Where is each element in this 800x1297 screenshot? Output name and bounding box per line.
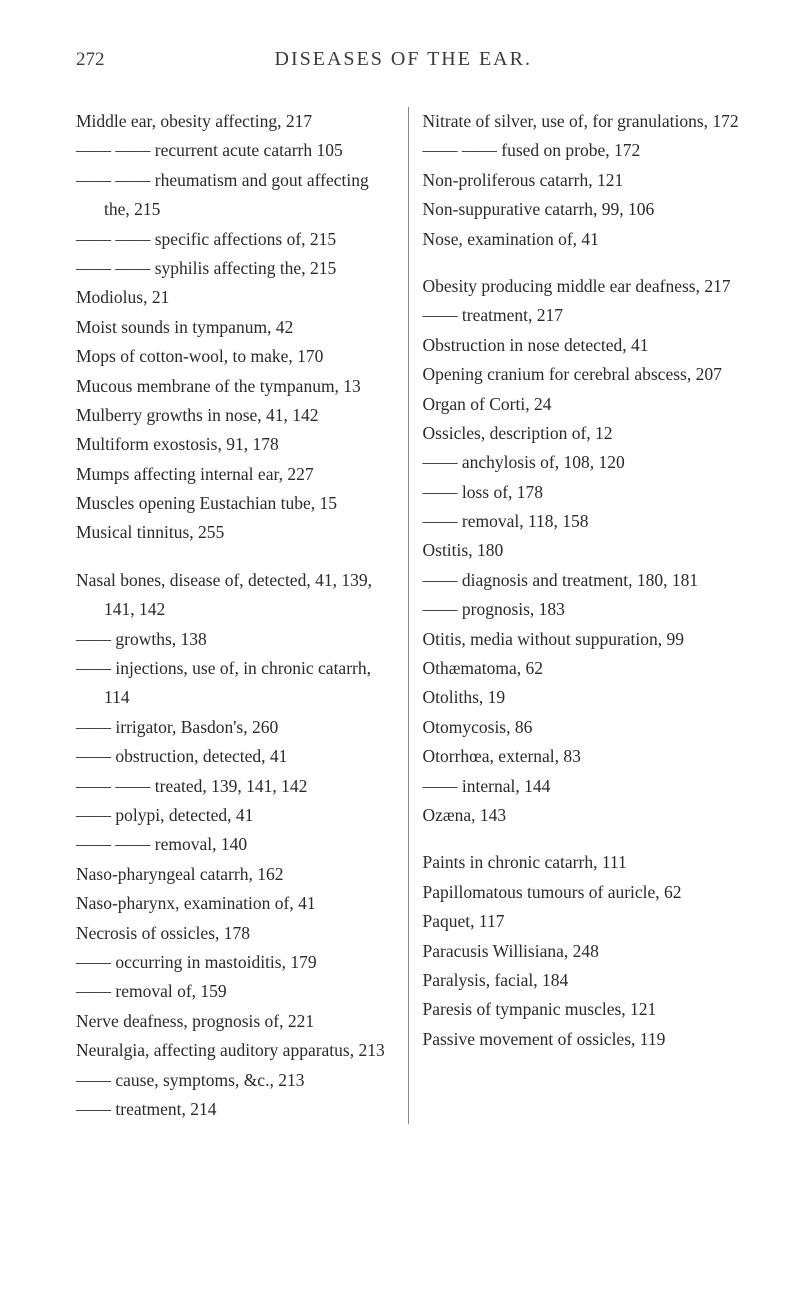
left-column: Middle ear, obesity affecting, 217—— —— … [76, 107, 409, 1124]
index-entry: Non-suppurative catarrh, 99, 106 [423, 195, 743, 224]
index-entry: Otorrhœa, external, 83 [423, 742, 743, 771]
index-entry: Mucous membrane of the tympanum, 13 [76, 372, 396, 401]
index-entry: —— irrigator, Basdon's, 260 [76, 713, 396, 742]
index-entry: —— internal, 144 [423, 772, 743, 801]
index-entry: Modiolus, 21 [76, 283, 396, 312]
index-entry: —— obstruction, detected, 41 [76, 742, 396, 771]
index-entry: Organ of Corti, 24 [423, 390, 743, 419]
section-spacer [423, 254, 743, 272]
section-spacer [76, 548, 396, 566]
index-entry: Naso-pharyngeal catarrh, 162 [76, 860, 396, 889]
index-entry: Otoliths, 19 [423, 683, 743, 712]
index-entry: —— occurring in mastoiditis, 179 [76, 948, 396, 977]
index-entry: —— treatment, 217 [423, 301, 743, 330]
index-entry: Obstruction in nose detected, 41 [423, 331, 743, 360]
index-entry: Nitrate of silver, use of, for granulati… [423, 107, 743, 136]
index-entry: —— —— recurrent acute catarrh 105 [76, 136, 396, 165]
index-entry: —— injections, use of, in chronic catarr… [76, 654, 396, 713]
index-entry: Muscles opening Eustachian tube, 15 [76, 489, 396, 518]
index-entry: Paints in chronic catarrh, 111 [423, 848, 743, 877]
index-columns: Middle ear, obesity affecting, 217—— —— … [76, 107, 742, 1124]
index-entry: Obesity producing middle ear deafness, 2… [423, 272, 743, 301]
index-entry: —— cause, symptoms, &c., 213 [76, 1066, 396, 1095]
page-title: DISEASES OF THE EAR. [65, 48, 743, 71]
index-entry: —— removal, 118, 158 [423, 507, 743, 536]
index-entry: —— —— syphilis affecting the, 215 [76, 254, 396, 283]
index-entry: Papillomatous tumours of auricle, 62 [423, 878, 743, 907]
index-entry: Non-proliferous catarrh, 121 [423, 166, 743, 195]
index-entry: —— —— removal, 140 [76, 830, 396, 859]
index-entry: Ossicles, description of, 12 [423, 419, 743, 448]
index-entry: Opening cranium for cerebral abscess, 20… [423, 360, 743, 389]
index-entry: —— —— fused on probe, 172 [423, 136, 743, 165]
index-entry: Paralysis, facial, 184 [423, 966, 743, 995]
index-entry: Othæmatoma, 62 [423, 654, 743, 683]
index-entry: —— —— treated, 139, 141, 142 [76, 772, 396, 801]
index-entry: Nasal bones, disease of, detected, 41, 1… [76, 566, 396, 625]
index-entry: —— —— specific affections of, 215 [76, 225, 396, 254]
index-entry: —— diagnosis and treatment, 180, 181 [423, 566, 743, 595]
index-entry: Neuralgia, affecting auditory apparatus,… [76, 1036, 396, 1065]
index-entry: Paresis of tympanic muscles, 121 [423, 995, 743, 1024]
index-entry: Multiform exostosis, 91, 178 [76, 430, 396, 459]
index-entry: Paquet, 117 [423, 907, 743, 936]
index-entry: —— anchylosis of, 108, 120 [423, 448, 743, 477]
index-entry: Otitis, media without suppuration, 99 [423, 625, 743, 654]
index-entry: Mulberry growths in nose, 41, 142 [76, 401, 396, 430]
index-entry: —— loss of, 178 [423, 478, 743, 507]
index-entry: —— —— rheumatism and gout affecting the,… [76, 166, 396, 225]
section-spacer [423, 830, 743, 848]
index-entry: Nose, examination of, 41 [423, 225, 743, 254]
index-entry: —— removal of, 159 [76, 977, 396, 1006]
right-column: Nitrate of silver, use of, for granulati… [409, 107, 743, 1124]
index-entry: Mops of cotton-wool, to make, 170 [76, 342, 396, 371]
index-entry: Musical tinnitus, 255 [76, 518, 396, 547]
index-entry: Passive movement of ossicles, 119 [423, 1025, 743, 1054]
index-entry: Moist sounds in tympanum, 42 [76, 313, 396, 342]
index-entry: Mumps affecting internal ear, 227 [76, 460, 396, 489]
index-entry: Naso-pharynx, examination of, 41 [76, 889, 396, 918]
index-entry: Paracusis Willisiana, 248 [423, 937, 743, 966]
index-entry: Otomycosis, 86 [423, 713, 743, 742]
index-entry: Nerve deafness, prognosis of, 221 [76, 1007, 396, 1036]
index-entry: Necrosis of ossicles, 178 [76, 919, 396, 948]
index-entry: Middle ear, obesity affecting, 217 [76, 107, 396, 136]
index-entry: Ozæna, 143 [423, 801, 743, 830]
index-entry: Ostitis, 180 [423, 536, 743, 565]
index-entry: —— prognosis, 183 [423, 595, 743, 624]
index-entry: —— growths, 138 [76, 625, 396, 654]
index-entry: —— treatment, 214 [76, 1095, 396, 1124]
page-header: 272 DISEASES OF THE EAR. [76, 48, 742, 71]
index-entry: —— polypi, detected, 41 [76, 801, 396, 830]
